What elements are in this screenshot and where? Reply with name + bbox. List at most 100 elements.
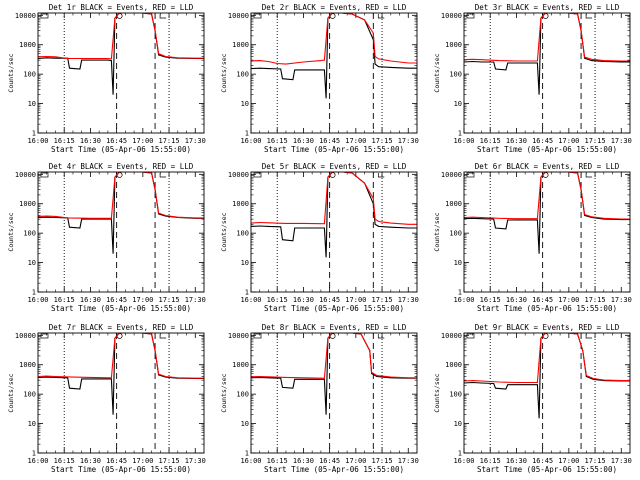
y-tick-label: 1 bbox=[32, 130, 36, 138]
x-tick-label: 16:15 bbox=[54, 137, 75, 145]
x-tick-label: 16:15 bbox=[267, 296, 288, 304]
chart-title: Det 1r BLACK = Events, RED = LLD bbox=[49, 3, 194, 12]
x-tick-label: 17:15 bbox=[585, 457, 606, 465]
y-tick-label: 100 bbox=[23, 71, 36, 79]
chart-title: Det 3r BLACK = Events, RED = LLD bbox=[475, 3, 620, 12]
y-tick-label: 10000 bbox=[15, 171, 36, 179]
y-tick-label: 1000 bbox=[19, 41, 36, 49]
y-tick-label: 1000 bbox=[232, 200, 249, 208]
y-tick-label: 10 bbox=[28, 259, 36, 267]
x-axis-label: Start Time (05-Apr-06 15:55:00) bbox=[264, 304, 404, 313]
top-left-marker-icon bbox=[253, 13, 262, 19]
x-tick-label: 16:30 bbox=[293, 137, 314, 145]
x-tick-label: 17:00 bbox=[558, 457, 579, 465]
y-tick-label: 10000 bbox=[441, 171, 462, 179]
y-axis-label: Counts/sec bbox=[220, 373, 228, 412]
x-tick-label: 17:30 bbox=[185, 457, 206, 465]
y-tick-label: 10000 bbox=[441, 12, 462, 20]
x-tick-label: 17:00 bbox=[345, 296, 366, 304]
y-tick-label: 100 bbox=[236, 391, 249, 399]
x-tick-label: 16:30 bbox=[293, 457, 314, 465]
y-tick-label: 10 bbox=[28, 100, 36, 108]
y-tick-label: 1000 bbox=[19, 361, 36, 369]
y-tick-label: 10000 bbox=[228, 171, 249, 179]
x-tick-label: 16:30 bbox=[293, 296, 314, 304]
x-tick-label: 17:30 bbox=[611, 457, 632, 465]
plot-frame bbox=[463, 171, 631, 293]
chart-panel-2: Det 2r BLACK = Events, RED = LLD 1 10 100 10… bbox=[220, 3, 419, 154]
x-axis-label: Start Time (05-Apr-06 15:55:00) bbox=[477, 304, 617, 313]
y-tick-label: 10 bbox=[454, 259, 462, 267]
plot-frame bbox=[250, 332, 418, 454]
x-axis-label: Start Time (05-Apr-06 15:55:00) bbox=[51, 145, 191, 154]
top-step-marker-icon bbox=[159, 334, 167, 339]
y-tick-label: 10000 bbox=[228, 332, 249, 340]
x-tick-label: 17:15 bbox=[585, 137, 606, 145]
series-line-red-lld bbox=[38, 172, 204, 219]
series-line-red-lld bbox=[464, 333, 630, 384]
y-tick-label: 100 bbox=[449, 391, 462, 399]
x-tick-label: 17:00 bbox=[345, 457, 366, 465]
x-tick-label: 17:30 bbox=[185, 137, 206, 145]
x-tick-label: 16:45 bbox=[319, 296, 340, 304]
y-tick-label: 1000 bbox=[445, 41, 462, 49]
series-line-red-lld bbox=[38, 333, 204, 379]
y-tick-label: 100 bbox=[236, 71, 249, 79]
series-line-black-events bbox=[464, 333, 630, 419]
top-left-marker-icon bbox=[253, 172, 262, 178]
y-tick-label: 1 bbox=[458, 450, 462, 458]
y-tick-label: 10 bbox=[454, 420, 462, 428]
top-left-marker-icon bbox=[40, 333, 49, 339]
y-tick-label: 1 bbox=[458, 289, 462, 297]
x-tick-label: 16:45 bbox=[319, 457, 340, 465]
x-axis-label: Start Time (05-Apr-06 15:55:00) bbox=[264, 465, 404, 474]
top-step-marker-icon bbox=[585, 14, 593, 19]
chart-title: Det 5r BLACK = Events, RED = LLD bbox=[262, 162, 407, 171]
x-tick-label: 17:00 bbox=[132, 296, 153, 304]
series-line-red-lld bbox=[38, 13, 204, 60]
x-tick-label: 16:00 bbox=[240, 137, 261, 145]
y-axis-label: Counts/sec bbox=[433, 373, 441, 412]
top-left-marker-icon bbox=[466, 13, 475, 19]
chart-title: Det 2r BLACK = Events, RED = LLD bbox=[262, 3, 407, 12]
top-left-marker-icon bbox=[466, 172, 475, 178]
x-tick-label: 16:45 bbox=[106, 296, 127, 304]
y-tick-label: 1000 bbox=[232, 361, 249, 369]
x-tick-label: 17:15 bbox=[159, 457, 180, 465]
x-tick-label: 16:00 bbox=[240, 296, 261, 304]
x-tick-label: 17:30 bbox=[398, 457, 419, 465]
y-tick-label: 10 bbox=[241, 259, 249, 267]
x-axis-label: Start Time (05-Apr-06 15:55:00) bbox=[51, 465, 191, 474]
y-axis-label: Counts/sec bbox=[7, 53, 15, 92]
y-tick-label: 1000 bbox=[445, 361, 462, 369]
x-tick-label: 17:00 bbox=[132, 457, 153, 465]
series-line-black-events bbox=[251, 333, 417, 415]
x-axis-label: Start Time (05-Apr-06 15:55:00) bbox=[477, 145, 617, 154]
x-tick-label: 17:15 bbox=[372, 137, 393, 145]
y-tick-label: 10 bbox=[28, 420, 36, 428]
chart-panel-9: Det 9r BLACK = Events, RED = LLD 1 10 100 10… bbox=[433, 323, 632, 474]
x-tick-label: 16:00 bbox=[240, 457, 261, 465]
y-tick-label: 10000 bbox=[15, 12, 36, 20]
chart-panel-3: Det 3r BLACK = Events, RED = LLD 1 10 100 10… bbox=[433, 3, 632, 154]
x-tick-label: 16:15 bbox=[267, 457, 288, 465]
y-axis-label: Counts/sec bbox=[7, 212, 15, 251]
y-tick-label: 100 bbox=[23, 391, 36, 399]
x-tick-label: 17:15 bbox=[372, 457, 393, 465]
series-line-red-lld bbox=[464, 13, 630, 62]
x-tick-label: 16:15 bbox=[54, 296, 75, 304]
chart-panel-1: Det 1r BLACK = Events, RED = LLD 1 10 100 10… bbox=[7, 3, 206, 154]
x-tick-label: 16:15 bbox=[480, 296, 501, 304]
x-tick-label: 17:30 bbox=[398, 296, 419, 304]
x-tick-label: 17:15 bbox=[372, 296, 393, 304]
chart-panel-6: Det 6r BLACK = Events, RED = LLD 1 10 100 10… bbox=[433, 162, 632, 313]
x-tick-label: 17:30 bbox=[185, 296, 206, 304]
x-tick-label: 16:15 bbox=[267, 137, 288, 145]
y-tick-label: 10000 bbox=[228, 12, 249, 20]
x-tick-label: 17:30 bbox=[611, 137, 632, 145]
x-tick-label: 16:30 bbox=[506, 457, 527, 465]
y-tick-label: 100 bbox=[449, 71, 462, 79]
x-tick-label: 16:30 bbox=[80, 457, 101, 465]
y-tick-label: 1000 bbox=[19, 200, 36, 208]
y-tick-label: 1 bbox=[245, 450, 249, 458]
